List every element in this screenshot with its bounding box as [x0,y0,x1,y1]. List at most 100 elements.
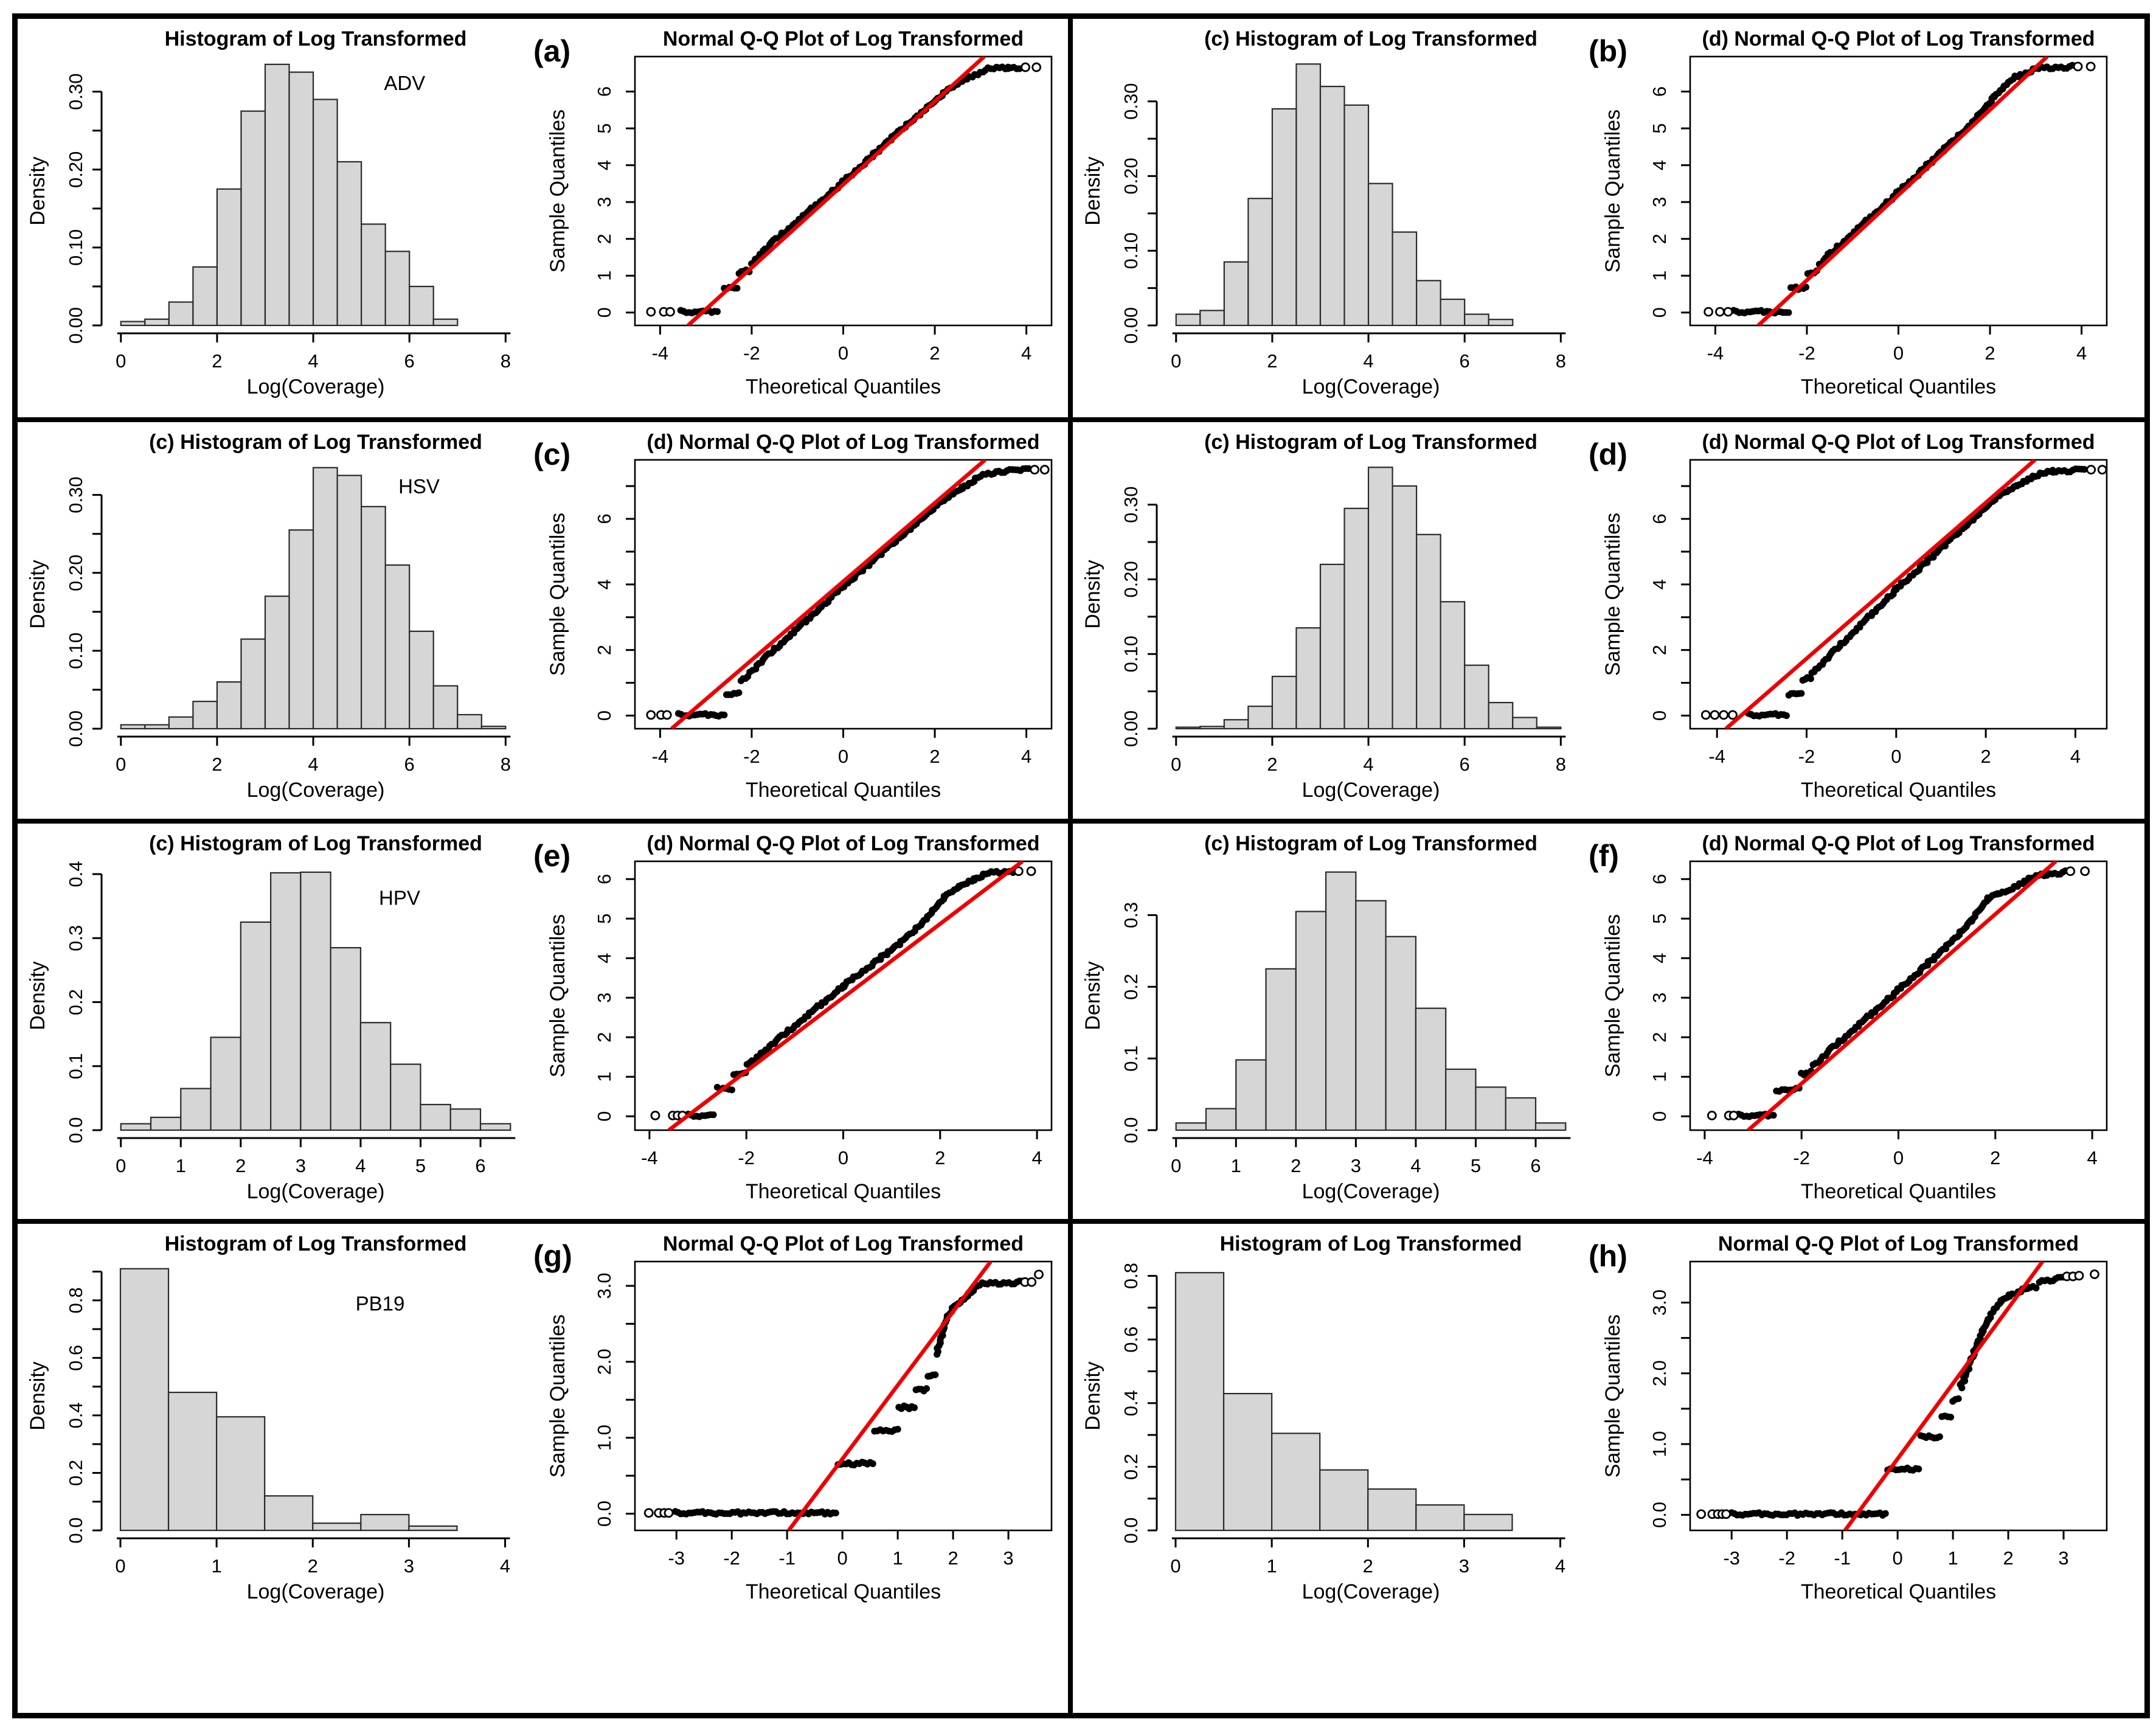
y-tick-label: 0.4 [65,1402,86,1428]
y-axis-title: Sample Quantiles [546,1314,569,1477]
hist-bars [1175,63,1514,327]
hist-bar [1295,627,1322,730]
y-tick-label: 6 [594,874,615,884]
x-tick-label: 1 [892,1547,903,1569]
x-tick-label: 5 [1471,1155,1481,1176]
y-tick-label: 0.0 [594,1501,615,1527]
x-tick-label: 0 [1891,746,1901,767]
hist-title: Histogram of Log Transformed [165,27,467,50]
x-tick-label: 2 [929,342,940,364]
hist-bar [1475,1086,1506,1131]
hist-bar [1295,63,1322,327]
panel-g: Histogram of Log Transformed 0 1 2 3 4 Log(Cov… [18,1224,1073,1713]
hist-bar [1175,313,1201,327]
hist-bar [1325,871,1357,1131]
x-tick-label: 0 [116,350,126,372]
y-tick-label: 6 [594,513,615,524]
hist-bar [216,681,242,730]
x-tick-label: -4 [652,746,669,767]
hist-bar [1199,310,1225,327]
hist-bar [1247,198,1274,327]
hist-bar [150,1116,182,1131]
y-axis-title: Sample Quantiles [1601,109,1624,273]
qq-title: Normal Q-Q Plot of Log Transformed [663,1232,1024,1255]
hist-bar [240,110,266,327]
y-tick-label: 0.0 [1120,1517,1142,1543]
hist-bar [1505,1097,1537,1131]
hist-title: (c) Histogram of Log Transformed [1204,27,1537,50]
y-tick-label: 0 [1649,710,1670,721]
qq-open-points [1700,465,2107,720]
y-tick-label: 3 [594,993,615,1003]
hist-bar [457,713,482,730]
qqplot-7: Normal Q-Q Plot of Log Transformed -3 -2 -1… [1601,1232,2108,1603]
qq-title: Normal Q-Q Plot of Log Transformed [1718,1232,2079,1255]
x-tick-label: 2 [1981,746,1991,767]
hist-bar [240,638,266,730]
hist-bar [264,1495,314,1532]
x-tick-label: 0 [838,746,848,767]
qq-title: (d) Normal Q-Q Plot of Log Transformed [1702,431,2095,454]
y-tick-label: 2 [594,234,615,244]
qq-open-points [643,1269,1044,1518]
y-axis-title: Sample Quantiles [1601,914,1624,1077]
qq-points [677,63,1023,317]
x-tick-label: 2 [1267,350,1277,372]
x-tick-label: 0 [1171,350,1181,372]
y-tick-label: 0.2 [65,1460,86,1486]
qq-points [1735,867,2069,1120]
y-tick-label: 2 [1649,1032,1670,1043]
x-tick-label: 0 [838,342,848,364]
x-tick-label: -4 [1708,746,1725,767]
y-tick-label: 2 [1649,234,1670,244]
hist-bar [1271,1432,1321,1532]
x-tick-label: 6 [1530,1155,1541,1176]
y-axis-title: Density [26,1361,49,1430]
hist-bar [288,71,314,327]
plot-box [1689,860,2108,1131]
y-tick-label: 1 [594,1072,615,1082]
y-tick-label: 3.0 [594,1272,615,1299]
x-tick-label: 1 [1231,1155,1241,1176]
qqplot-4: (d) Normal Q-Q Plot of Log Transformed -4… [546,832,1053,1203]
hist-bar [216,1416,266,1532]
hist-bar [361,505,386,730]
y-tick-label: 0.20 [65,555,86,591]
hist-bar [1488,319,1514,327]
x-tick-label: 6 [1460,350,1470,372]
hist-bar [1385,936,1417,1131]
hist-bar [359,1022,392,1131]
hist-bar [1174,1272,1225,1532]
qq-title: (d) Normal Q-Q Plot of Log Transformed [647,431,1040,454]
x-axis-title: Theoretical Quantiles [1801,1580,1996,1603]
y-axis-title: Sample Quantiles [1601,1314,1624,1477]
hist-bar [1416,533,1441,730]
qq-reference-line [1724,460,2037,729]
hist-bar [1415,1007,1447,1131]
hist-bar [312,467,338,730]
hist-bar [1392,485,1418,730]
plot-box [634,55,1053,327]
x-tick-label: 4 [500,1555,510,1577]
qq-open-points [1696,1269,2099,1519]
x-tick-label: 5 [415,1155,426,1176]
qq-points [671,1277,1026,1518]
x-tick-label: -1 [1834,1547,1851,1569]
x-tick-label: 4 [2070,746,2081,767]
qqplot-3: (d) Normal Q-Q Plot of Log Transformed -4… [1601,431,2108,802]
hist-bar [180,1088,212,1131]
x-tick-label: 2 [1267,754,1277,775]
hist-title: (c) Histogram of Log Transformed [1204,832,1537,855]
panel-e: (c) Histogram of Log Transformed 0 1 2 3 4 5 6 L… [18,824,1073,1224]
hist-bars [1175,871,1567,1131]
hist-bar [288,529,314,730]
y-tick-label: 0.2 [65,989,86,1015]
x-axis-title: Theoretical Quantiles [746,375,941,398]
hist-bar [480,726,507,730]
virus-annotation: PB19 [356,1292,405,1314]
x-tick-label: 2 [308,1555,318,1577]
qqplot-5: (d) Normal Q-Q Plot of Log Transformed -4… [1601,832,2108,1203]
y-tick-label: 4 [594,579,615,589]
hist-bar [1222,1392,1273,1532]
x-tick-label: 0 [116,1155,126,1176]
